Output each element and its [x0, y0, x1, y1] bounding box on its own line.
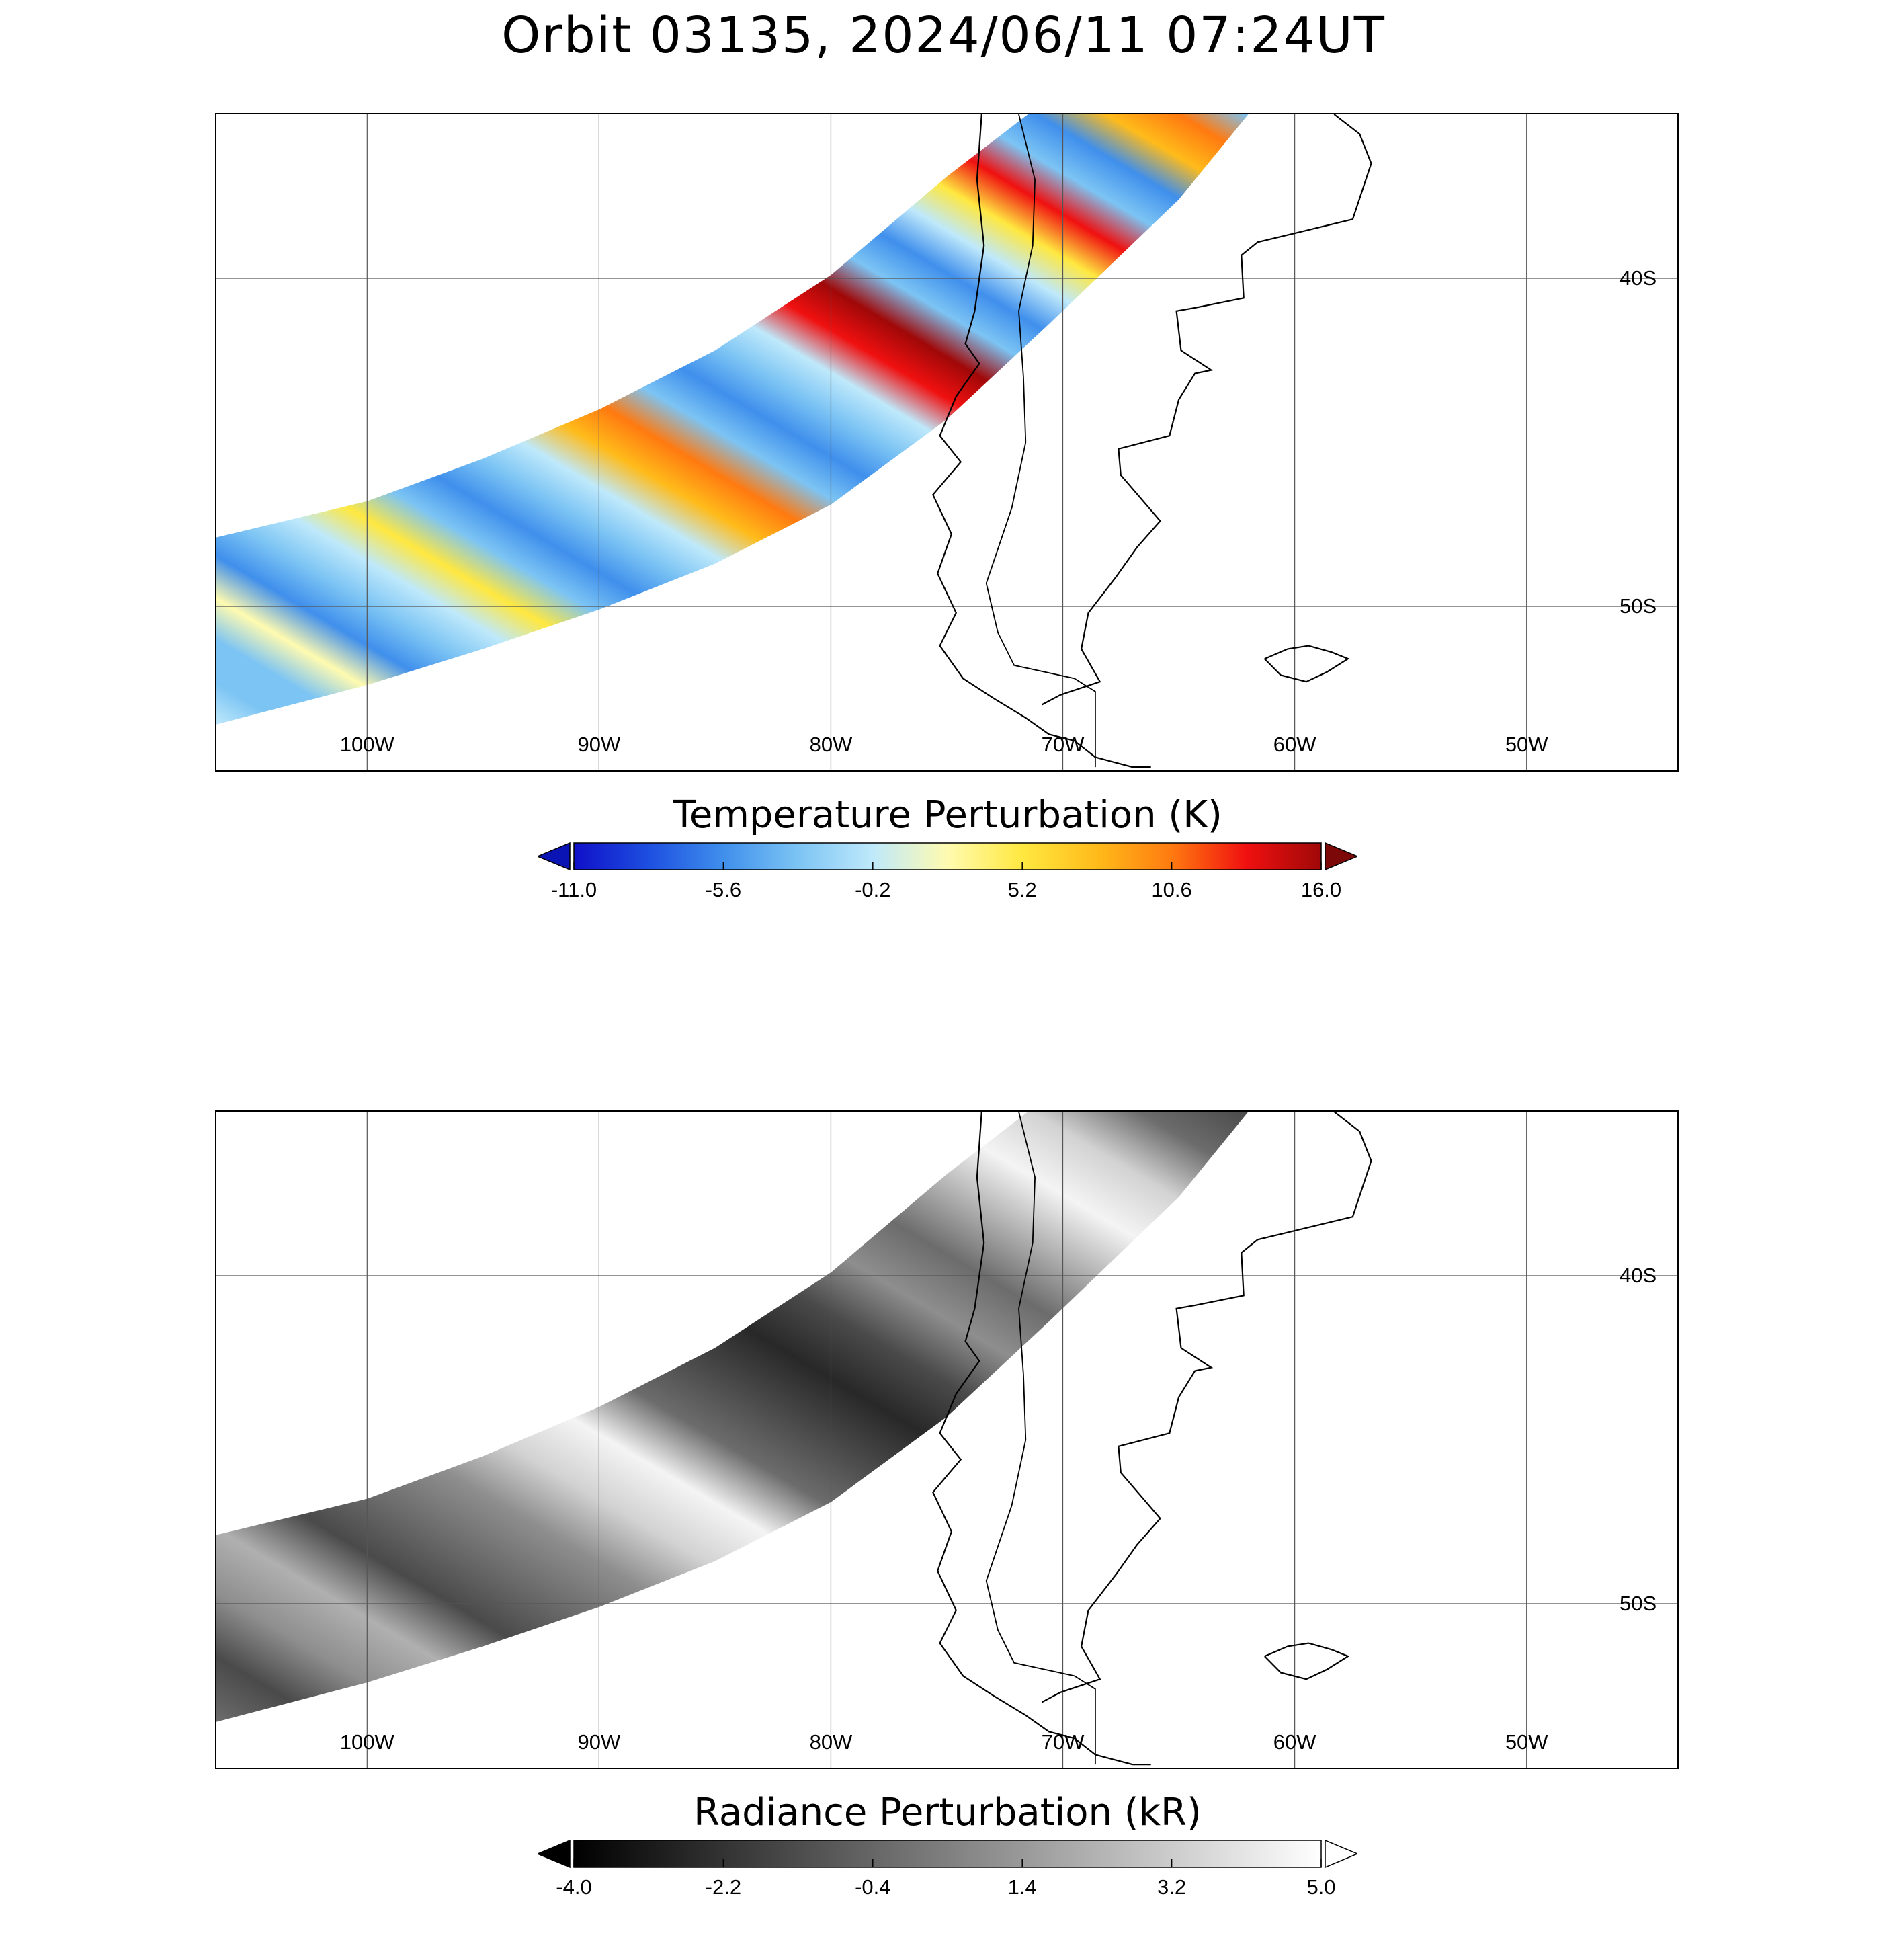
colorbar-tick-label: 3.2	[1157, 1875, 1187, 1899]
colorbar-tick-label: 5.2	[1007, 878, 1037, 901]
longitude-tick-label: 70W	[1041, 733, 1085, 756]
latitude-tick-label: 50S	[1620, 1592, 1657, 1615]
colorbar-tick-label: -2.2	[705, 1875, 742, 1899]
radiance-map	[216, 1112, 1677, 1768]
colorbar-tick-label: -11.0	[550, 878, 597, 901]
temperature-colorbar-scale	[538, 842, 1357, 871]
colorbar-tick-label: 1.4	[1007, 1875, 1037, 1899]
colorbar-tick-label: 10.6	[1151, 878, 1192, 901]
longitude-tick-label: 80W	[809, 733, 853, 756]
longitude-tick-label: 50W	[1505, 1730, 1548, 1754]
colorbar-high-extend-arrow	[1325, 1839, 1357, 1869]
country-border	[985, 1112, 1096, 1765]
colorbar-gradient	[573, 1840, 1322, 1868]
temperature-colorbar-label: Temperature Perturbation (K)	[673, 793, 1222, 837]
colorbar-low-extend-arrow	[538, 1839, 571, 1869]
colorbar-tick-label: 16.0	[1300, 878, 1342, 901]
radiance-colorbar-scale	[538, 1839, 1357, 1869]
latitude-tick-label: 50S	[1620, 594, 1657, 618]
satellite-swath	[216, 114, 1249, 725]
longitude-tick-label: 50W	[1505, 733, 1548, 756]
coastline	[932, 114, 1151, 768]
coastline	[932, 1112, 1151, 1766]
longitude-tick-label: 80W	[809, 1730, 853, 1754]
coastline	[1041, 1112, 1372, 1703]
coastline	[1041, 114, 1372, 706]
colorbar-tick-label: -4.0	[556, 1875, 592, 1899]
radiance-colorbar-label: Radiance Perturbation (kR)	[694, 1791, 1202, 1834]
temperature-map-panel: 100W 90W 80W 70W 60W 50W 40S 50S	[215, 113, 1679, 772]
longitude-tick-label: 100W	[339, 1730, 394, 1754]
longitude-tick-label: 90W	[577, 733, 621, 756]
longitude-tick-label: 60W	[1273, 733, 1316, 756]
falkland-islands-outline	[1264, 1642, 1350, 1680]
country-border	[985, 114, 1096, 768]
latitude-tick-label: 40S	[1620, 266, 1657, 290]
longitude-tick-label: 70W	[1041, 1730, 1085, 1754]
colorbar-gradient	[573, 842, 1322, 870]
figure-title: Orbit 03135, 2024/06/11 07:24UT	[501, 7, 1386, 65]
radiance-map-panel: 100W 90W 80W 70W 60W 50W 40S 50S	[215, 1110, 1679, 1769]
latitude-tick-label: 40S	[1620, 1264, 1657, 1287]
colorbar-tick-label: 5.0	[1306, 1875, 1336, 1899]
longitude-tick-label: 100W	[339, 733, 394, 756]
temperature-colorbar: Temperature Perturbation (K) -11.0 -5.6 -0…	[497, 793, 1398, 901]
satellite-swath	[216, 1112, 1249, 1722]
longitude-tick-label: 60W	[1273, 1730, 1316, 1754]
colorbar-low-extend-arrow	[538, 842, 571, 871]
colorbar-tick-label: -0.2	[855, 878, 891, 901]
colorbar-high-extend-arrow	[1325, 842, 1357, 871]
temperature-map	[216, 114, 1677, 770]
colorbar-tick-label: -5.6	[705, 878, 742, 901]
falkland-islands-outline	[1264, 645, 1350, 683]
radiance-colorbar: Radiance Perturbation (kR) -4.0 -2.2 -0.4 1…	[497, 1791, 1398, 1899]
colorbar-tick-label: -0.4	[855, 1875, 891, 1899]
longitude-tick-label: 90W	[577, 1730, 621, 1754]
